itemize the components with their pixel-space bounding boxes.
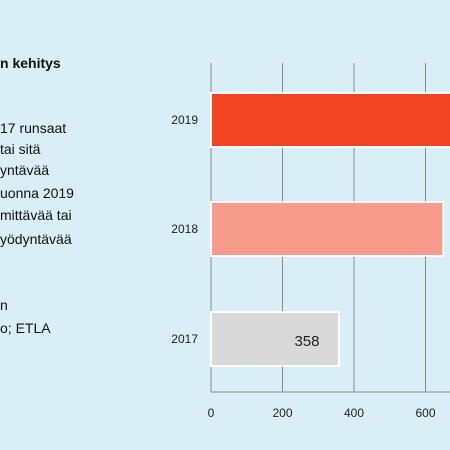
paragraph-line: 17 runsaat (0, 120, 67, 136)
text-panel: n kehitys 17 runsaat tai sitä yntävää uo… (0, 0, 165, 450)
data-label: 358 (294, 333, 319, 350)
bar-2018 (210, 201, 445, 257)
panel-title: n kehitys (0, 55, 61, 71)
paragraph-line: tai sitä (0, 141, 41, 157)
paragraph-line: yödyntävää (0, 231, 72, 247)
bar-2019 (210, 92, 450, 148)
category-label: 2019 (171, 113, 198, 127)
category-label: 2017 (171, 332, 198, 346)
paragraph-line: uonna 2019 (0, 185, 74, 201)
bar-2017 (210, 311, 340, 367)
x-tick-label: 0 (208, 406, 215, 420)
x-tick-label: 600 (415, 406, 435, 420)
x-tick-label: 400 (344, 406, 364, 420)
category-label: 2018 (171, 222, 198, 236)
x-tick-label: 200 (272, 406, 292, 420)
paragraph-line: yntävää (0, 162, 50, 178)
source-line: o; ETLA (0, 320, 51, 336)
paragraph-line: mittävää tai (0, 207, 72, 223)
source-line: n (0, 297, 8, 313)
